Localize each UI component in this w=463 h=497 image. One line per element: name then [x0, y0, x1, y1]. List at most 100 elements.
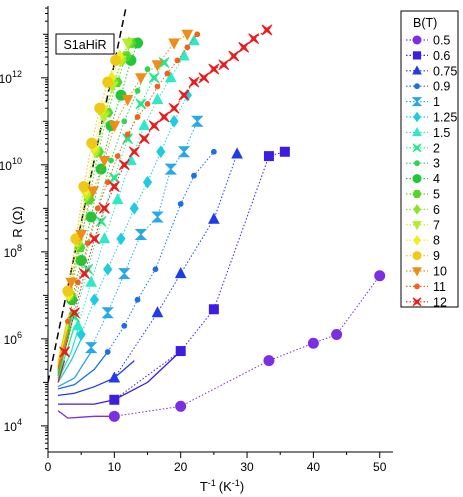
data-point: [210, 148, 217, 155]
legend-label: 12: [433, 295, 447, 309]
sample-label: S1aHiR: [63, 38, 106, 52]
series-1.5: [72, 34, 200, 331]
data-point: [248, 33, 260, 45]
data-point: [158, 57, 170, 68]
legend-title: B(T): [413, 16, 437, 30]
data-point: [108, 371, 121, 383]
data-point: [263, 151, 274, 162]
data-point: [151, 92, 164, 105]
legend-item-5: 5: [406, 188, 440, 202]
legend-label: 0.6: [433, 49, 450, 63]
legend-item-3: 3: [406, 157, 440, 171]
y-tick-label: 1012: [0, 69, 22, 86]
data-point: [128, 146, 140, 158]
legend-item-1.5: 1.5: [406, 126, 450, 140]
data-point: [151, 60, 164, 72]
data-point: [164, 71, 177, 83]
series-9: [62, 54, 122, 297]
legend-box: [400, 10, 459, 308]
x-tick-label: 50: [373, 460, 387, 474]
legend-marker: [412, 174, 422, 184]
data-point: [76, 328, 86, 341]
legend-label: 9: [433, 249, 440, 263]
data-point: [208, 212, 220, 224]
fit-curve-12: [57, 360, 66, 383]
data-point: [103, 262, 113, 276]
data-point: [238, 41, 250, 53]
data-point: [156, 145, 166, 159]
y-tick-label: 108: [4, 243, 22, 260]
data-point: [191, 115, 204, 127]
data-point: [104, 349, 111, 355]
legend-label: 6: [433, 203, 440, 217]
legend-marker: [412, 221, 422, 231]
legend-label: 0.9: [433, 80, 450, 94]
data-point: [65, 277, 78, 289]
legend-label: 3: [433, 157, 440, 171]
y-axis-label: R (Ω): [10, 206, 25, 237]
fit-curve-1: [57, 351, 92, 388]
data-point: [148, 72, 160, 84]
data-point: [95, 215, 107, 227]
data-point: [59, 346, 70, 358]
x-axis-title: T-1 (K-1): [200, 478, 244, 494]
data-point: [109, 394, 120, 405]
legend-marker: [413, 234, 421, 246]
data-point: [148, 120, 160, 132]
data-point: [134, 114, 141, 120]
data-point: [164, 70, 171, 77]
data-point: [135, 73, 147, 85]
data-point: [169, 114, 179, 128]
data-point: [151, 306, 164, 318]
data-point: [98, 155, 111, 168]
data-point: [74, 279, 81, 286]
data-point: [188, 76, 200, 88]
data-point: [111, 193, 124, 205]
data-point: [108, 157, 114, 164]
data-point: [208, 304, 219, 315]
fit-curve-1.5: [57, 330, 79, 381]
legend-item-0.75: 0.75: [406, 64, 457, 78]
data-point: [95, 163, 107, 175]
x-tick-label: 30: [240, 460, 254, 474]
y-tick-label: 106: [4, 330, 22, 347]
data-point: [84, 342, 98, 354]
data-point: [261, 24, 273, 36]
data-point: [152, 266, 159, 273]
data-point: [263, 355, 275, 367]
legend-marker: [412, 143, 422, 153]
data-point: [218, 59, 230, 71]
legend-label: 0.75: [433, 64, 457, 78]
legend-label: 7: [433, 218, 440, 232]
legend-label: 5: [433, 188, 440, 202]
legend-item-8: 8: [406, 234, 440, 248]
series-line-0.6: [114, 151, 286, 401]
data-point: [151, 211, 164, 223]
legend-item-12: 12: [406, 295, 447, 309]
data-point: [331, 329, 343, 341]
legend-marker: [412, 297, 422, 307]
y-tick-label: 104: [4, 417, 22, 434]
legend-item-0.6: 0.6: [406, 49, 450, 63]
legend-label: 1: [433, 95, 440, 109]
data-point: [65, 318, 71, 325]
data-point: [144, 66, 151, 72]
series-line-11: [67, 33, 198, 322]
data-point: [198, 72, 210, 84]
data-point: [118, 159, 130, 171]
data-point: [191, 172, 197, 179]
data-point: [85, 211, 97, 223]
legend-marker: [412, 126, 422, 137]
data-point: [184, 44, 191, 51]
series-line-2: [74, 62, 165, 318]
legend-item-4: 4: [406, 172, 440, 186]
data-point: [175, 346, 186, 357]
x-axis-label-close: ): [240, 479, 244, 494]
fit-curve-0.9: [57, 351, 109, 390]
legend-marker: [412, 65, 422, 75]
data-point: [134, 296, 141, 303]
data-point: [72, 319, 84, 331]
series-0.9: [104, 148, 217, 355]
data-point: [154, 83, 161, 90]
